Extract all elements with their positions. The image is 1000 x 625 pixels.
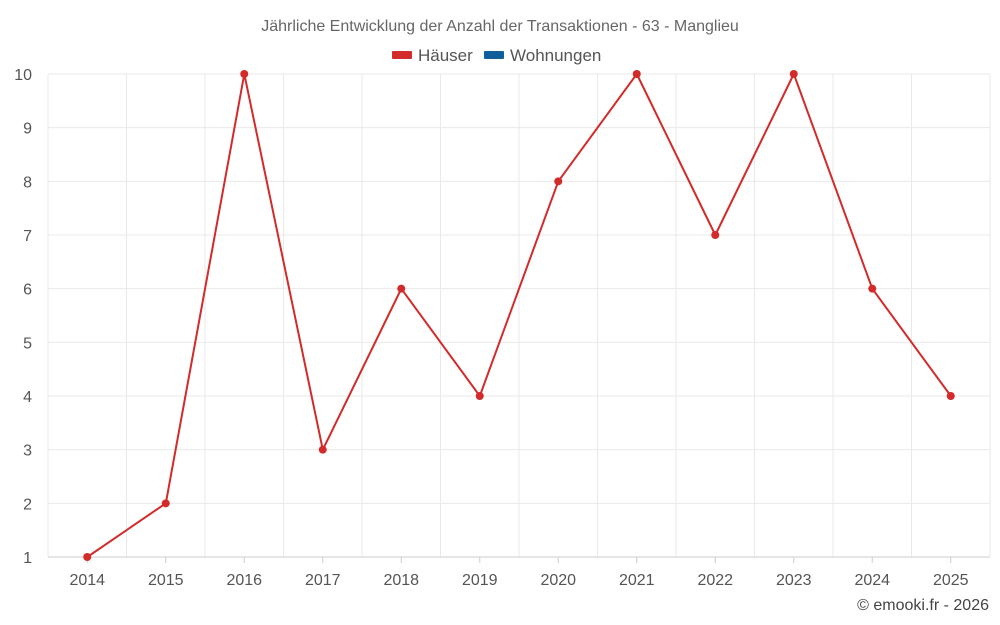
x-tick-label: 2017 [305, 572, 341, 589]
data-point[interactable] [946, 392, 955, 400]
y-tick-label: 10 [14, 67, 32, 84]
y-tick-label: 1 [23, 550, 32, 567]
data-point[interactable] [711, 231, 720, 239]
legend-swatch-apartments [484, 51, 504, 59]
y-tick-label: 7 [23, 228, 32, 245]
data-point[interactable] [161, 499, 170, 508]
series [83, 70, 955, 561]
grid [47, 73, 991, 558]
data-point[interactable] [397, 284, 406, 293]
x-tick-label: 2023 [776, 572, 812, 589]
x-tick-label: 2025 [933, 572, 969, 589]
x-tick-label: 2024 [854, 572, 890, 589]
legend: Häuser Wohnungen [392, 46, 601, 65]
data-point[interactable] [554, 177, 563, 186]
x-tick-label: 2016 [226, 572, 262, 589]
legend-item-apartments[interactable]: Wohnungen [484, 46, 601, 65]
x-tick-label: 2020 [540, 572, 576, 589]
legend-swatch-houses [392, 51, 412, 59]
legend-label-houses: Häuser [418, 46, 473, 65]
y-tick-label: 3 [23, 443, 32, 460]
data-point[interactable] [632, 70, 641, 78]
data-point[interactable] [83, 553, 92, 561]
x-tick-label: 2018 [383, 572, 419, 589]
data-point[interactable] [475, 392, 484, 400]
x-tick-label: 2015 [148, 572, 184, 589]
x-tick-label: 2022 [697, 572, 733, 589]
chart-title: Jährliche Entwicklung der Anzahl der Tra… [261, 18, 739, 35]
legend-label-apartments: Wohnungen [510, 46, 601, 65]
data-point[interactable] [789, 70, 798, 78]
y-tick-label: 5 [23, 335, 32, 352]
y-tick-label: 6 [23, 282, 32, 299]
y-tick-label: 4 [23, 389, 32, 406]
data-point[interactable] [240, 70, 249, 78]
x-tick-label: 2014 [69, 572, 105, 589]
axes: 1 2 3 4 5 6 7 8 9 10 2014 2015 2016 2017 2018 2019 2020 2… [14, 67, 990, 589]
y-tick-label: 2 [23, 496, 32, 513]
data-point[interactable] [318, 445, 327, 454]
y-tick-label: 9 [23, 121, 32, 138]
credit-text: © emooki.fr - 2026 [857, 597, 989, 614]
series-line-0 [86, 73, 952, 558]
legend-item-houses[interactable]: Häuser [392, 46, 473, 65]
x-tick-label: 2019 [462, 572, 498, 589]
data-point[interactable] [868, 284, 877, 293]
x-tick-label: 2021 [619, 572, 655, 589]
y-tick-label: 8 [23, 174, 32, 191]
